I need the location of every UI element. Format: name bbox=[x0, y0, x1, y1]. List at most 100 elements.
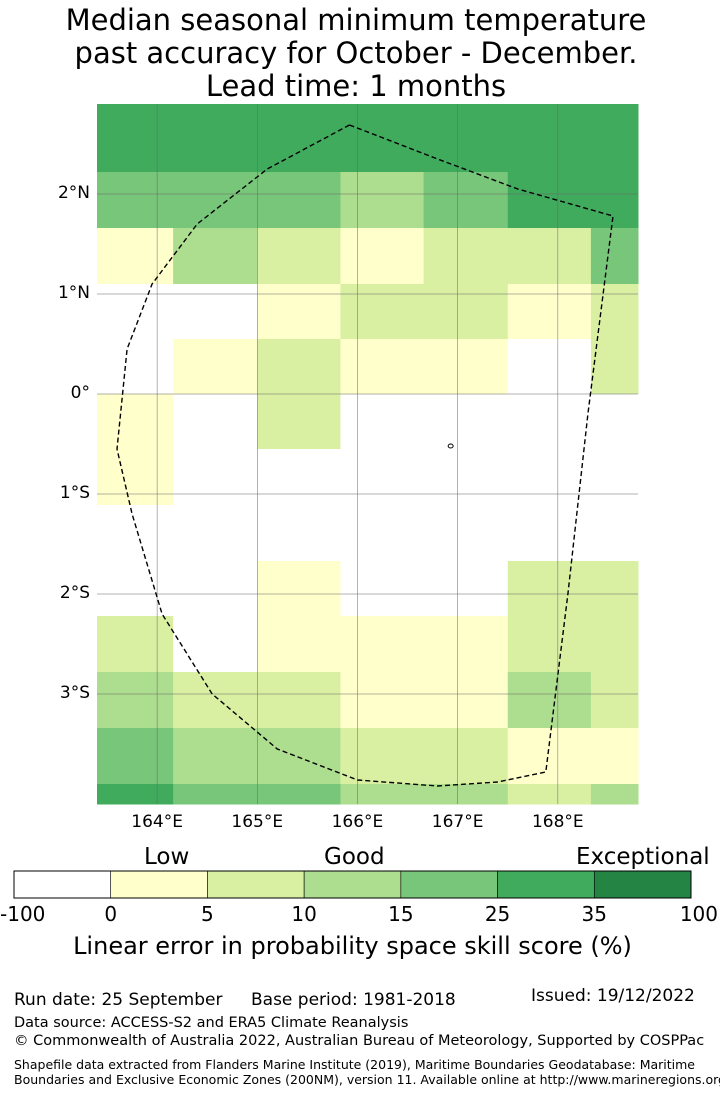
data-source: Data source: ACCESS-S2 and ERA5 Climate … bbox=[14, 1015, 409, 1031]
grid-cell bbox=[340, 284, 425, 340]
grid-cell bbox=[590, 394, 639, 450]
lat-tick-label: 3°S bbox=[59, 683, 90, 703]
graticule bbox=[97, 104, 638, 804]
grid-cell bbox=[257, 784, 341, 805]
grid-cell bbox=[97, 561, 174, 617]
grid-cell bbox=[97, 505, 174, 562]
grid-cell bbox=[173, 339, 258, 395]
grid-cell bbox=[590, 505, 639, 562]
lat-tick-label: 2°S bbox=[59, 583, 90, 603]
grid-cell bbox=[507, 784, 592, 805]
lat-tick-label: 1°S bbox=[59, 483, 90, 503]
grid-cell bbox=[257, 449, 341, 506]
grid-cell bbox=[423, 672, 509, 729]
colorbar-tick-label: -100 bbox=[0, 902, 46, 926]
copyright: © Commonwealth of Australia 2022, Austra… bbox=[14, 1033, 705, 1049]
grid-cell bbox=[507, 104, 592, 173]
shapefile-credit-2: Boundaries and Exclusive Economic Zones … bbox=[14, 1072, 720, 1087]
colorbar-tick-label: 25 bbox=[484, 902, 511, 926]
grid-cell bbox=[340, 672, 425, 729]
grid-cell bbox=[257, 228, 341, 285]
grid-cell bbox=[507, 449, 592, 506]
grid-cell bbox=[97, 784, 174, 805]
colorbar-swatch bbox=[593, 870, 692, 899]
grid-cell bbox=[97, 394, 174, 450]
grid-cell bbox=[173, 561, 258, 617]
lon-tick-label: 168°E bbox=[531, 812, 584, 832]
colorbar-tick-label: 0 bbox=[104, 902, 118, 926]
grid-cell bbox=[173, 616, 258, 673]
lon-tick-label: 167°E bbox=[431, 812, 484, 832]
grid-cell bbox=[173, 104, 258, 173]
grid-cell bbox=[257, 394, 341, 450]
grid-cell bbox=[340, 728, 425, 785]
colorbar-tick-label: 15 bbox=[388, 902, 414, 926]
category-low: Low bbox=[144, 844, 190, 870]
grid-cell bbox=[173, 284, 258, 340]
grid-cell bbox=[173, 728, 258, 785]
grid-cell bbox=[423, 728, 509, 785]
grid-cell bbox=[97, 616, 174, 673]
grid-cell bbox=[590, 672, 639, 729]
colorbar-swatch bbox=[110, 870, 208, 899]
title-line-3: Lead time: 1 months bbox=[205, 69, 507, 103]
grid-cell bbox=[340, 616, 425, 673]
title-line-1: Median seasonal minimum temperature bbox=[65, 3, 647, 37]
lat-tick-label: 2°N bbox=[57, 183, 90, 203]
grid-cell bbox=[97, 728, 174, 785]
lat-tick-label: 0° bbox=[70, 383, 90, 403]
grid-cell bbox=[590, 784, 639, 805]
grid-cell bbox=[340, 228, 425, 285]
grid-cell bbox=[507, 172, 592, 229]
grid-cell bbox=[173, 784, 258, 805]
base-period: Base period: 1981-2018 bbox=[251, 990, 456, 1010]
island-outline bbox=[447, 443, 454, 449]
grid-cell bbox=[340, 394, 425, 450]
grid-cell bbox=[173, 449, 258, 506]
grid-cell bbox=[257, 505, 341, 562]
lat-tick-label: 1°N bbox=[57, 283, 90, 303]
grid-cell bbox=[173, 228, 258, 285]
issued-date: Issued: 19/12/2022 bbox=[531, 986, 695, 1006]
grid-cell bbox=[423, 394, 509, 450]
grid-cell bbox=[507, 228, 592, 285]
grid-cell bbox=[97, 228, 174, 285]
grid-cell bbox=[507, 672, 592, 729]
grid-cell bbox=[590, 449, 639, 506]
colorbar bbox=[13, 870, 692, 899]
colorbar-tick-label: 35 bbox=[581, 902, 607, 926]
grid-cell bbox=[423, 284, 509, 340]
grid-cell bbox=[97, 339, 174, 395]
category-good: Good bbox=[324, 844, 385, 870]
colorbar-swatch bbox=[497, 870, 595, 899]
grid-cell bbox=[257, 561, 341, 617]
colorbar-swatch bbox=[303, 870, 402, 899]
grid-cell bbox=[97, 172, 174, 229]
grid-cell bbox=[340, 561, 425, 617]
colorbar-swatch bbox=[13, 870, 112, 899]
grid-cell bbox=[97, 449, 174, 506]
grid-cell bbox=[590, 616, 639, 673]
grid-cell bbox=[340, 172, 425, 229]
grid-cell bbox=[507, 561, 592, 617]
grid-cell bbox=[173, 394, 258, 450]
grid-cell bbox=[423, 228, 509, 285]
grid-cell bbox=[97, 104, 174, 173]
title-line-2: past accuracy for October - December. bbox=[74, 36, 638, 70]
eez-boundary bbox=[116, 124, 614, 787]
grid-cell bbox=[590, 561, 639, 617]
colorbar-swatch bbox=[207, 870, 305, 899]
skill-grid bbox=[97, 104, 639, 805]
colorbar-label: Linear error in probability space skill … bbox=[73, 932, 632, 960]
map-title: Median seasonal minimum temperature past… bbox=[0, 4, 712, 103]
colorbar-tick-label: 5 bbox=[201, 902, 214, 926]
colorbar-tick-label: 100 bbox=[679, 902, 718, 926]
grid-cell bbox=[173, 672, 258, 729]
grid-cell bbox=[340, 339, 425, 395]
grid-cell bbox=[257, 284, 341, 340]
grid-cell bbox=[257, 672, 341, 729]
grid-cell bbox=[423, 339, 509, 395]
grid-cell bbox=[590, 728, 639, 785]
grid-cell bbox=[257, 339, 341, 395]
colorbar-frame bbox=[13, 870, 692, 899]
